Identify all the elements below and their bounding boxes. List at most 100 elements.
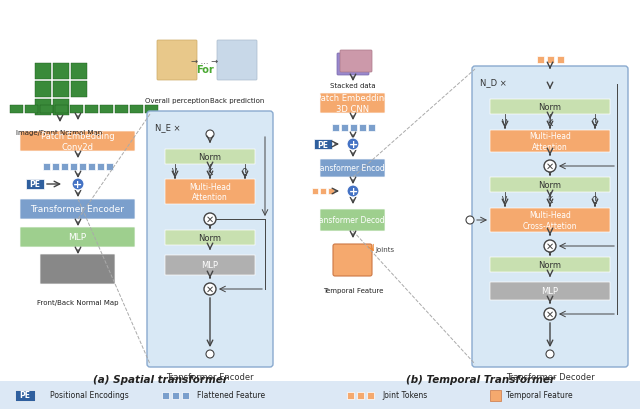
Circle shape (206, 350, 214, 358)
FancyBboxPatch shape (320, 160, 385, 178)
Bar (349, 124, 356, 131)
Text: Stacked data: Stacked data (330, 83, 376, 89)
FancyBboxPatch shape (40, 254, 115, 284)
Text: Image/Front Normal Map: Image/Front Normal Map (16, 130, 102, 136)
Text: MLP: MLP (202, 261, 218, 270)
Circle shape (544, 240, 556, 252)
Text: Temporal Feature: Temporal Feature (323, 287, 383, 293)
Bar (15, 389, 35, 400)
FancyBboxPatch shape (490, 178, 610, 193)
Bar (346, 391, 353, 398)
Text: K: K (547, 118, 552, 127)
Circle shape (544, 308, 556, 320)
Bar (55, 106, 68, 114)
Text: Transformer Decoder: Transformer Decoder (312, 216, 393, 225)
Text: Transformer Encoder: Transformer Encoder (166, 372, 254, 381)
FancyBboxPatch shape (157, 41, 197, 81)
FancyBboxPatch shape (333, 245, 372, 276)
Text: Multi-Head
Attention: Multi-Head Attention (529, 132, 571, 151)
Bar (320, 189, 326, 195)
Text: Multi-Head
Cross-Attetion: Multi-Head Cross-Attetion (523, 211, 577, 230)
Bar (35, 82, 51, 98)
Text: Norm: Norm (538, 180, 561, 189)
Bar (53, 64, 69, 80)
FancyBboxPatch shape (20, 132, 135, 152)
Text: MLP: MLP (68, 233, 86, 242)
Bar (52, 163, 59, 170)
Text: +: + (348, 187, 358, 196)
Bar (130, 106, 143, 114)
FancyBboxPatch shape (340, 51, 372, 73)
Bar (100, 106, 113, 114)
FancyBboxPatch shape (165, 150, 255, 164)
Circle shape (347, 186, 359, 198)
Bar (40, 106, 53, 114)
Text: Q: Q (242, 168, 248, 177)
Text: V: V (502, 118, 508, 127)
Text: Norm: Norm (538, 103, 561, 112)
Bar (367, 124, 374, 131)
Text: V: V (502, 196, 508, 205)
Bar (367, 391, 374, 398)
Text: Patch Embedding
Conv2d: Patch Embedding Conv2d (41, 132, 115, 151)
Text: (b) Temporal Transformer: (b) Temporal Transformer (406, 374, 554, 384)
Text: ✕: ✕ (546, 162, 554, 172)
Text: ✕: ✕ (546, 241, 554, 252)
FancyBboxPatch shape (490, 257, 610, 272)
Circle shape (544, 161, 556, 173)
FancyBboxPatch shape (320, 209, 385, 231)
Bar (35, 64, 51, 80)
Text: Transformer Encoder: Transformer Encoder (31, 205, 125, 214)
Bar (53, 100, 69, 116)
Text: K: K (207, 168, 212, 177)
FancyBboxPatch shape (490, 130, 610, 153)
Bar (70, 163, 77, 170)
Text: Flattened Feature: Flattened Feature (197, 391, 265, 400)
Text: Transformer Decoder: Transformer Decoder (506, 372, 595, 381)
FancyBboxPatch shape (490, 282, 610, 300)
FancyBboxPatch shape (490, 100, 610, 115)
Circle shape (347, 139, 359, 151)
Text: N_D ×: N_D × (480, 78, 507, 87)
Bar (356, 391, 364, 398)
Bar (106, 163, 113, 170)
Text: +: + (74, 180, 83, 189)
Circle shape (466, 216, 474, 225)
FancyBboxPatch shape (20, 200, 135, 220)
Text: Multi-Head
Attention: Multi-Head Attention (189, 182, 231, 202)
Bar (70, 106, 83, 114)
Bar (85, 106, 98, 114)
Bar (328, 189, 334, 195)
Bar (340, 124, 348, 131)
Bar (10, 106, 23, 114)
FancyBboxPatch shape (490, 209, 610, 232)
Text: Back prediction: Back prediction (210, 98, 264, 104)
Text: Q: Q (592, 196, 598, 205)
FancyBboxPatch shape (165, 230, 255, 245)
Text: PE: PE (19, 391, 31, 400)
Bar (35, 100, 51, 116)
Text: Positional Encodings: Positional Encodings (50, 391, 129, 400)
FancyBboxPatch shape (337, 54, 369, 76)
Bar (332, 124, 339, 131)
Text: ✕: ✕ (206, 214, 214, 225)
Text: Joint Tokens: Joint Tokens (382, 391, 428, 400)
Bar (161, 391, 168, 398)
Text: Norm: Norm (198, 234, 221, 243)
FancyBboxPatch shape (217, 41, 257, 81)
Text: Front/Back Normal Map: Front/Back Normal Map (37, 299, 119, 305)
Bar (557, 56, 563, 63)
Text: Transformer Encoder: Transformer Encoder (313, 164, 392, 173)
Bar (547, 56, 554, 63)
Bar (115, 106, 128, 114)
Bar (71, 82, 87, 98)
Text: Norm: Norm (198, 153, 221, 162)
Text: For: For (196, 65, 214, 75)
FancyBboxPatch shape (472, 67, 628, 367)
Bar (145, 106, 158, 114)
Bar (312, 189, 318, 195)
FancyBboxPatch shape (165, 255, 255, 275)
Bar (88, 163, 95, 170)
Bar (79, 163, 86, 170)
Bar (97, 163, 104, 170)
